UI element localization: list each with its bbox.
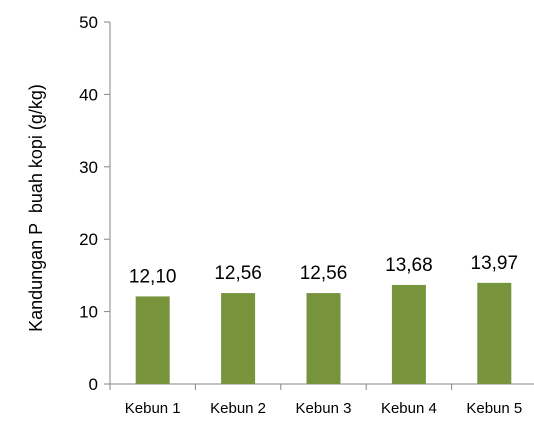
data-label: 12,10 bbox=[129, 266, 177, 287]
y-tick-label: 10 bbox=[79, 303, 98, 322]
bar bbox=[477, 282, 512, 384]
y-tick-label: 50 bbox=[79, 13, 98, 32]
bar bbox=[391, 284, 426, 384]
data-label: 12,56 bbox=[300, 263, 348, 284]
y-tick-label: 30 bbox=[79, 158, 98, 177]
data-label: 13,97 bbox=[471, 253, 519, 274]
x-axis: Kebun 1 Kebun 2 Kebun 3 Kebun 4 Kebun 5 bbox=[109, 383, 534, 417]
x-tick-label: Kebun 3 bbox=[296, 400, 352, 417]
x-tick-label: Kebun 4 bbox=[381, 400, 437, 417]
data-labels: 12,10 12,56 12,56 13,68 13,97 bbox=[129, 253, 518, 288]
y-tick-label: 20 bbox=[79, 230, 98, 249]
x-tick-label: Kebun 1 bbox=[125, 400, 181, 417]
x-tick-label: Kebun 2 bbox=[210, 400, 266, 417]
data-label: 13,68 bbox=[385, 255, 433, 276]
y-tick-label: 40 bbox=[79, 85, 98, 104]
data-label: 12,56 bbox=[214, 263, 262, 284]
y-axis: 0 10 20 30 40 50 bbox=[79, 13, 111, 394]
y-axis-title: Kandungan P buah kopi (g/kg) bbox=[26, 84, 46, 332]
y-tick-label: 0 bbox=[89, 375, 98, 394]
bar bbox=[221, 293, 256, 384]
bar bbox=[135, 296, 170, 384]
bars bbox=[135, 282, 512, 384]
x-tick-label: Kebun 5 bbox=[466, 400, 522, 417]
bar bbox=[306, 293, 341, 384]
